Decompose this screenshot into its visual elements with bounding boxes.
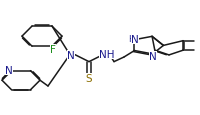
Text: H: H: [128, 35, 135, 44]
Text: N: N: [67, 50, 75, 60]
Text: N: N: [149, 51, 157, 61]
Text: F: F: [50, 44, 56, 54]
Text: N: N: [131, 35, 139, 45]
Text: N: N: [5, 66, 13, 75]
Text: NH: NH: [99, 50, 115, 60]
Text: S: S: [86, 73, 92, 83]
